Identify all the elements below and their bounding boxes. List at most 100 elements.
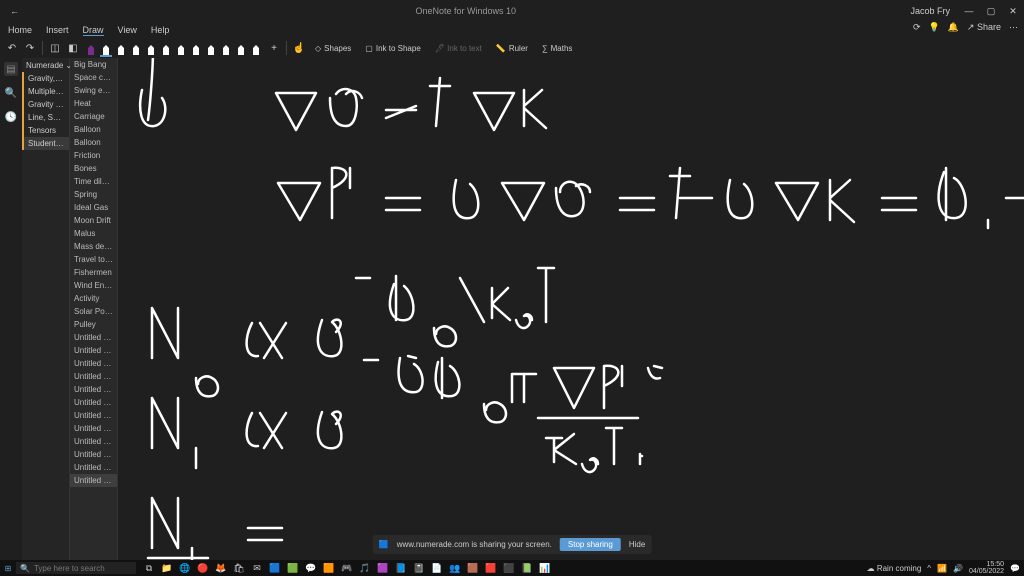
page-item[interactable]: Carriage: [70, 110, 117, 123]
tray-clock[interactable]: 15:5004/05/2022: [969, 561, 1004, 575]
page-item[interactable]: Solar Power: [70, 305, 117, 318]
page-item[interactable]: Untitled page: [70, 396, 117, 409]
menu-insert[interactable]: Insert: [46, 25, 69, 35]
section-item[interactable]: Student Qs: [22, 137, 69, 150]
page-item[interactable]: Malus: [70, 227, 117, 240]
tb-app1-icon[interactable]: 🟦: [268, 561, 282, 575]
tray-notifications-icon[interactable]: 💬: [1010, 564, 1020, 573]
weather-widget[interactable]: ☁ Rain coming: [867, 564, 922, 573]
page-item[interactable]: Activity: [70, 292, 117, 305]
tb-app8-icon[interactable]: ⬛: [502, 561, 516, 575]
hide-sharing-button[interactable]: Hide: [629, 540, 645, 549]
minimize-button[interactable]: —: [958, 6, 980, 16]
tb-app6-icon[interactable]: 🟫: [466, 561, 480, 575]
page-item[interactable]: Untitled page: [70, 435, 117, 448]
eraser-icon[interactable]: ◧: [67, 42, 79, 54]
page-item[interactable]: Balloon: [70, 136, 117, 149]
page-item[interactable]: Travel to Bet...: [70, 253, 117, 266]
menu-draw[interactable]: Draw: [83, 25, 104, 36]
page-item[interactable]: Big Bang: [70, 58, 117, 71]
page-item[interactable]: Fishermen: [70, 266, 117, 279]
tray-wifi-icon[interactable]: 📶: [937, 564, 947, 573]
tb-app7-icon[interactable]: 🟥: [484, 561, 498, 575]
ruler-button[interactable]: 📏 Ruler: [492, 44, 532, 53]
pen-0[interactable]: [85, 41, 97, 55]
section-item[interactable]: Line, Surfa...: [22, 111, 69, 124]
start-button[interactable]: ⊞: [0, 564, 16, 573]
page-item[interactable]: Untitled page: [70, 344, 117, 357]
tray-volume-icon[interactable]: 🔊: [953, 564, 963, 573]
section-item[interactable]: Multiple In...: [22, 85, 69, 98]
page-item[interactable]: Friction: [70, 149, 117, 162]
back-button[interactable]: ←: [0, 6, 29, 16]
ink-to-shape-button[interactable]: ▢ Ink to Shape: [361, 44, 424, 53]
ink-canvas[interactable]: [118, 58, 1024, 560]
stop-sharing-button[interactable]: Stop sharing: [560, 538, 621, 551]
page-item[interactable]: Untitled page: [70, 370, 117, 383]
tb-excel-icon[interactable]: 📊: [538, 561, 552, 575]
shapes-button[interactable]: ◇ Shapes: [311, 44, 355, 53]
tb-onenote-icon[interactable]: 📓: [412, 561, 426, 575]
pen-11[interactable]: [250, 41, 262, 55]
bell-icon[interactable]: 🔔: [948, 22, 959, 33]
lasso-icon[interactable]: ◫: [49, 42, 61, 54]
page-item[interactable]: Untitled page: [70, 331, 117, 344]
page-item[interactable]: Space cost: [70, 71, 117, 84]
pen-3[interactable]: [130, 41, 142, 55]
page-item[interactable]: Untitled page: [70, 357, 117, 370]
add-pen-icon[interactable]: +: [268, 42, 280, 54]
page-item[interactable]: Spring: [70, 188, 117, 201]
page-item[interactable]: Moon Drift: [70, 214, 117, 227]
page-item[interactable]: Untitled page: [70, 383, 117, 396]
page-item[interactable]: Untitled page: [70, 422, 117, 435]
tb-taskview-icon[interactable]: ⧉: [142, 561, 156, 575]
tray-chevron-icon[interactable]: ^: [927, 564, 931, 573]
tb-teams-icon[interactable]: 👥: [448, 561, 462, 575]
pen-1[interactable]: [100, 41, 112, 55]
pen-9[interactable]: [220, 41, 232, 55]
rail-search-icon[interactable]: 🔍: [4, 86, 18, 100]
pen-2[interactable]: [115, 41, 127, 55]
tb-app3-icon[interactable]: 🟧: [322, 561, 336, 575]
page-item[interactable]: Mass defect: [70, 240, 117, 253]
undo-icon[interactable]: ↶: [6, 42, 18, 54]
pen-10[interactable]: [235, 41, 247, 55]
menu-home[interactable]: Home: [8, 25, 32, 35]
pen-8[interactable]: [205, 41, 217, 55]
tb-app2-icon[interactable]: 🟩: [286, 561, 300, 575]
menu-help[interactable]: Help: [151, 25, 170, 35]
page-item[interactable]: Heat: [70, 97, 117, 110]
page-item[interactable]: Time dilation: [70, 175, 117, 188]
share-button[interactable]: ↗ Share: [967, 22, 1001, 33]
redo-icon[interactable]: ↷: [24, 42, 36, 54]
page-item[interactable]: Untitled page: [70, 448, 117, 461]
page-item[interactable]: Balloon: [70, 123, 117, 136]
pen-6[interactable]: [175, 41, 187, 55]
user-name[interactable]: Jacob Fry: [902, 6, 958, 16]
page-item[interactable]: Ideal Gas: [70, 201, 117, 214]
page-item[interactable]: Untitled page: [70, 409, 117, 422]
touch-draw-icon[interactable]: ☝: [293, 42, 305, 54]
section-item[interactable]: Tensors: [22, 124, 69, 137]
pen-4[interactable]: [145, 41, 157, 55]
tb-word-icon[interactable]: 📄: [430, 561, 444, 575]
page-item[interactable]: Untitled page: [70, 474, 117, 487]
maths-button[interactable]: ∑ Maths: [538, 44, 577, 53]
tb-mail-icon[interactable]: ✉: [250, 561, 264, 575]
close-button[interactable]: ✕: [1002, 6, 1024, 17]
tb-app9-icon[interactable]: 📗: [520, 561, 534, 575]
rail-recent-icon[interactable]: 🕓: [4, 110, 18, 124]
section-item[interactable]: Gravity, M...: [22, 72, 69, 85]
tb-app4-icon[interactable]: 🟪: [376, 561, 390, 575]
tb-discord-icon[interactable]: 🎮: [340, 561, 354, 575]
tb-explorer-icon[interactable]: 📁: [160, 561, 174, 575]
tb-app5-icon[interactable]: 📘: [394, 561, 408, 575]
sync-icon[interactable]: ⟳: [913, 22, 921, 33]
taskbar-search[interactable]: 🔍Type here to search: [16, 562, 136, 574]
tb-store-icon[interactable]: 🛍: [232, 561, 246, 575]
tb-firefox-icon[interactable]: 🦊: [214, 561, 228, 575]
tb-edge-icon[interactable]: 🌐: [178, 561, 192, 575]
more-icon[interactable]: ⋯: [1009, 22, 1018, 33]
tb-chrome-icon[interactable]: 🔴: [196, 561, 210, 575]
page-item[interactable]: Bones: [70, 162, 117, 175]
